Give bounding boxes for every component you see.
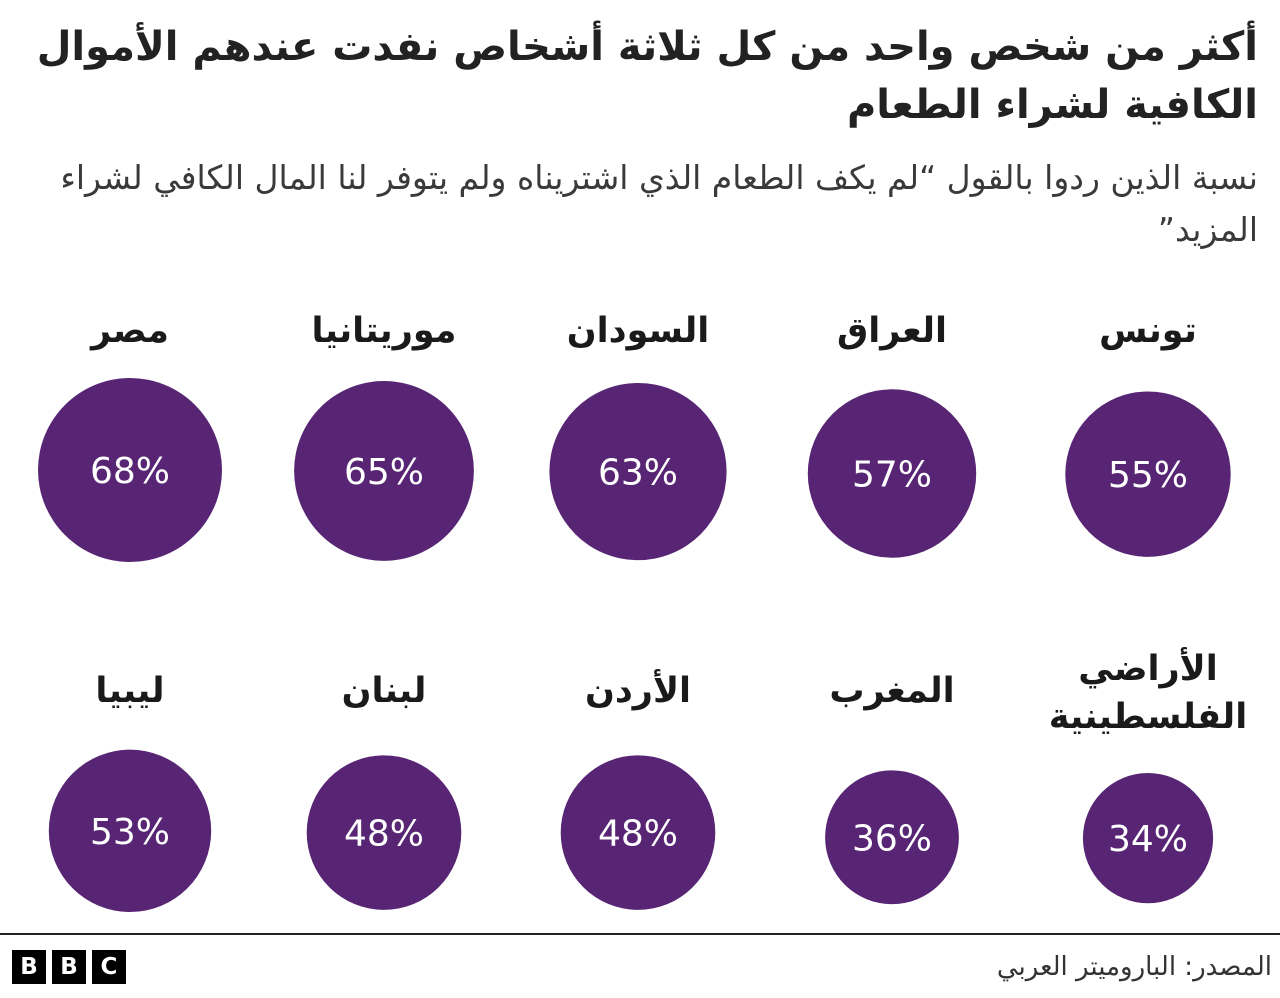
value-bubble	[1065, 391, 1231, 557]
value-bubble	[294, 381, 474, 561]
bbc-logo-letter: B	[52, 950, 86, 984]
bubble-item: 34% الأراضي الفلسطينية	[1049, 646, 1247, 904]
bubble-item: 68% مصر	[38, 311, 222, 562]
bubble-item: 53% ليبيا	[48, 671, 212, 913]
value-bubble	[825, 770, 959, 905]
country-label: المغرب	[829, 671, 954, 711]
bubble-item: 36% المغرب	[825, 671, 959, 905]
country-label: مصر	[89, 311, 169, 351]
country-label: السودان	[567, 311, 710, 351]
country-label: موريتانيا	[312, 311, 457, 351]
value-label: 68%	[90, 451, 170, 492]
bubble-item: 57% العراق	[807, 311, 977, 558]
value-bubble	[560, 755, 716, 910]
chart-subtitle: نسبة الذين ردوا بالقول “لم يكف الطعام ال…	[60, 158, 1258, 249]
value-label: 53%	[90, 812, 170, 853]
country-label: العراق	[837, 311, 947, 351]
value-bubble	[1082, 773, 1214, 904]
bubble-item: 48% الأردن	[560, 668, 716, 910]
bubble-chart: 55% تونس 57% العراق 63% السودان 65% موريتانيا 68…	[38, 311, 1247, 913]
country-label: لبنان	[342, 671, 427, 711]
value-label: 63%	[598, 453, 678, 494]
value-bubble	[549, 382, 727, 561]
value-label: 48%	[598, 814, 678, 855]
bbc-logo-letter: B	[12, 950, 46, 984]
source-note: المصدر: الباروميتر العربي	[996, 952, 1272, 982]
bubble-item: 48% لبنان	[306, 671, 462, 910]
country-label: تونس	[1099, 311, 1197, 351]
value-label: 34%	[1108, 819, 1188, 860]
country-label: الأراضي الفلسطينية	[1049, 646, 1247, 737]
bbc-logo-letter: C	[92, 950, 126, 984]
footer-divider	[0, 933, 1280, 935]
value-bubble	[807, 389, 977, 558]
bubble-item: 63% السودان	[549, 311, 727, 561]
bubble-item: 65% موريتانيا	[294, 311, 474, 561]
bbc-logo: B B C	[12, 950, 126, 984]
value-bubble	[306, 755, 462, 910]
value-label: 57%	[852, 454, 932, 495]
value-label: 65%	[344, 452, 424, 493]
bubble-item: 55% تونس	[1065, 311, 1231, 557]
chart-title: أكثر من شخص واحد من كل ثلاثة أشخاص نفدت …	[36, 24, 1258, 128]
value-bubble	[38, 378, 222, 562]
country-label: ليبيا	[95, 671, 164, 711]
value-label: 36%	[852, 818, 932, 859]
value-label: 55%	[1108, 455, 1188, 496]
country-label: الأردن	[585, 668, 691, 711]
value-bubble	[48, 749, 212, 913]
value-label: 48%	[344, 814, 424, 855]
